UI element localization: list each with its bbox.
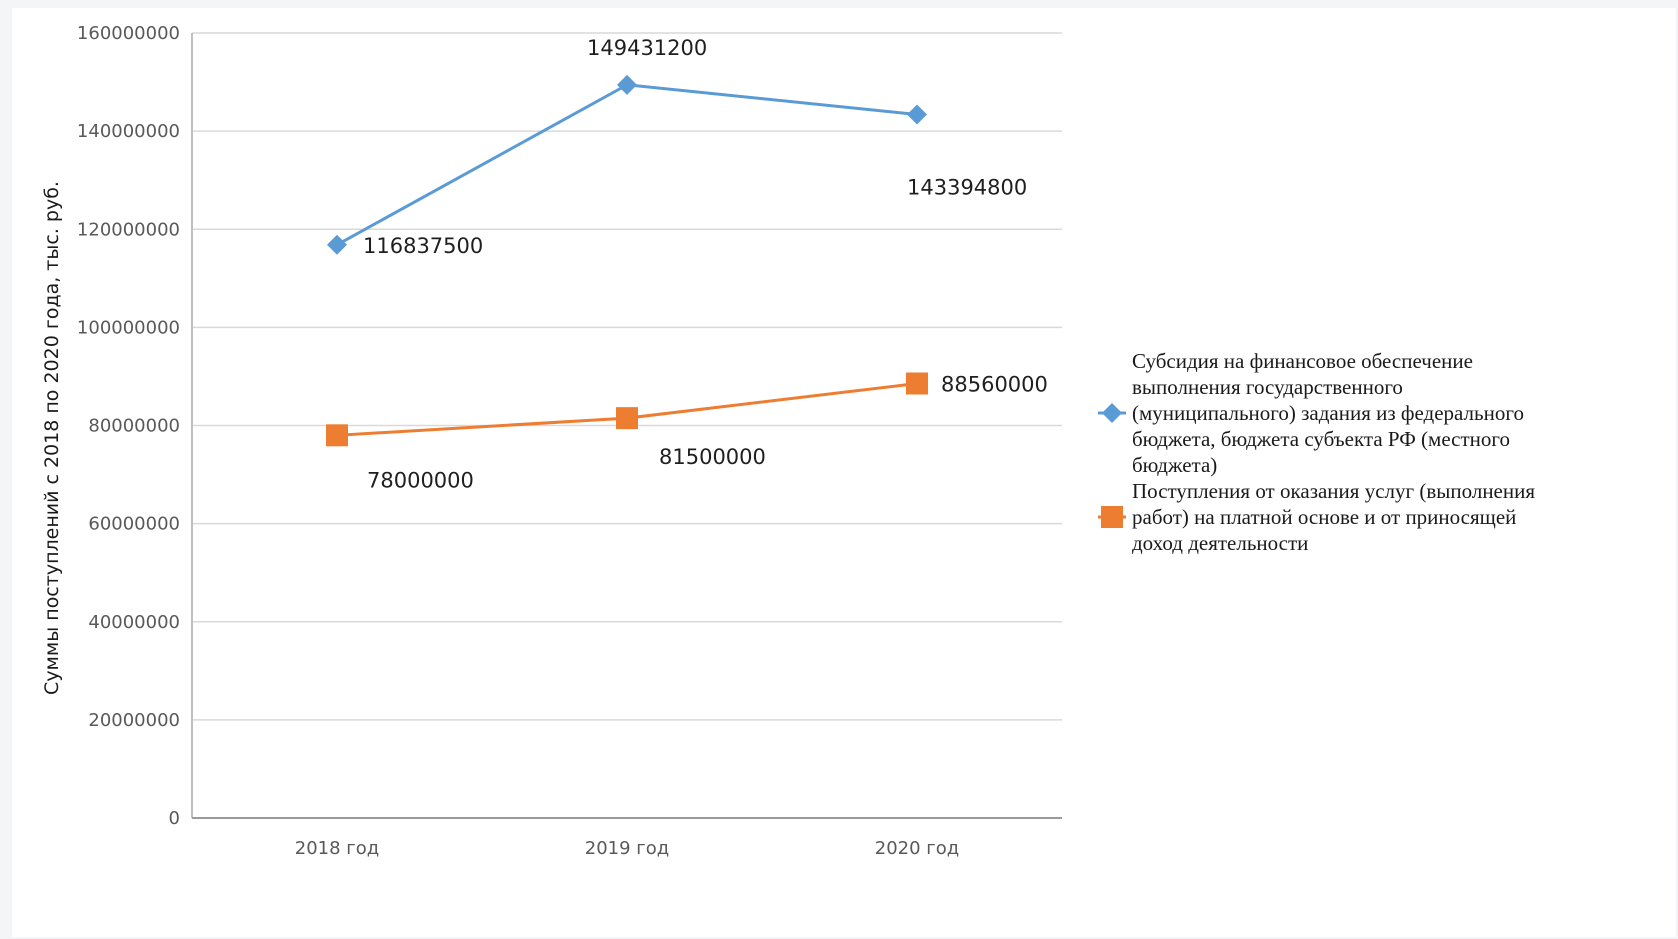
legend-entry-text: выполнения государственного [1132,375,1403,399]
legend-entry-text: доход деятельности [1132,531,1308,555]
legend-entry-text: бюджета, бюджета субъекта РФ (местного [1132,427,1510,451]
x-tick-labels: 2018 год 2019 год 2020 год [295,838,959,859]
y-tick-label: 120000000 [77,219,180,240]
legend-entry-text: бюджета) [1132,453,1217,477]
legend-entry-text: Субсидия на финансовое обеспечение [1132,349,1473,373]
axes [191,33,1062,819]
legend: Субсидия на финансовое обеспечениевыполн… [1098,349,1535,555]
line-chart: 0 20000000 40000000 60000000 80000000 1000000… [41,23,1535,859]
y-tick-label: 60000000 [88,514,180,535]
y-tick-label: 80000000 [88,416,180,437]
data-label: 81500000 [659,445,766,469]
x-tick-label: 2018 год [295,838,379,859]
gridlines [192,32,1062,721]
chart-frame: 0 20000000 40000000 60000000 80000000 1000000… [12,8,1676,937]
y-tick-label: 160000000 [77,23,180,44]
legend-entry-text: (муниципального) задания из федерального [1132,401,1524,425]
series-line [336,83,918,247]
data-label: 149431200 [587,36,707,60]
legend-marker [1102,403,1122,423]
x-tick-label: 2020 год [875,838,959,859]
legend-marker [1101,506,1123,528]
legend-entry-text: работ) на платной основе и от приносящей [1132,505,1516,529]
x-tick-label: 2019 год [585,838,669,859]
y-tick-labels: 0 20000000 40000000 60000000 80000000 1000000… [77,23,180,829]
data-label: 78000000 [367,468,474,492]
data-point-marker [327,234,347,255]
data-point-marker [907,104,927,125]
legend-entry-text: Поступления от оказания услуг (выполнени… [1132,479,1535,503]
data-point-marker [617,74,637,95]
data-point-marker [326,424,348,447]
y-tick-label: 100000000 [77,317,180,338]
y-tick-label: 20000000 [88,710,180,731]
data-label: 116837500 [363,234,483,258]
data-label: 143394800 [907,175,1027,199]
series-lines [326,74,928,447]
data-labels: 116837500 149431200 143394800 78000000 81500… [363,36,1048,492]
y-tick-label: 40000000 [88,612,180,633]
y-tick-label: 0 [169,808,180,829]
y-tick-label: 140000000 [77,121,180,142]
data-label: 88560000 [941,373,1048,397]
data-point-marker [616,407,638,430]
y-axis-title: Суммы поступлений с 2018 по 2020 года, т… [41,181,63,695]
data-point-marker [906,372,928,395]
